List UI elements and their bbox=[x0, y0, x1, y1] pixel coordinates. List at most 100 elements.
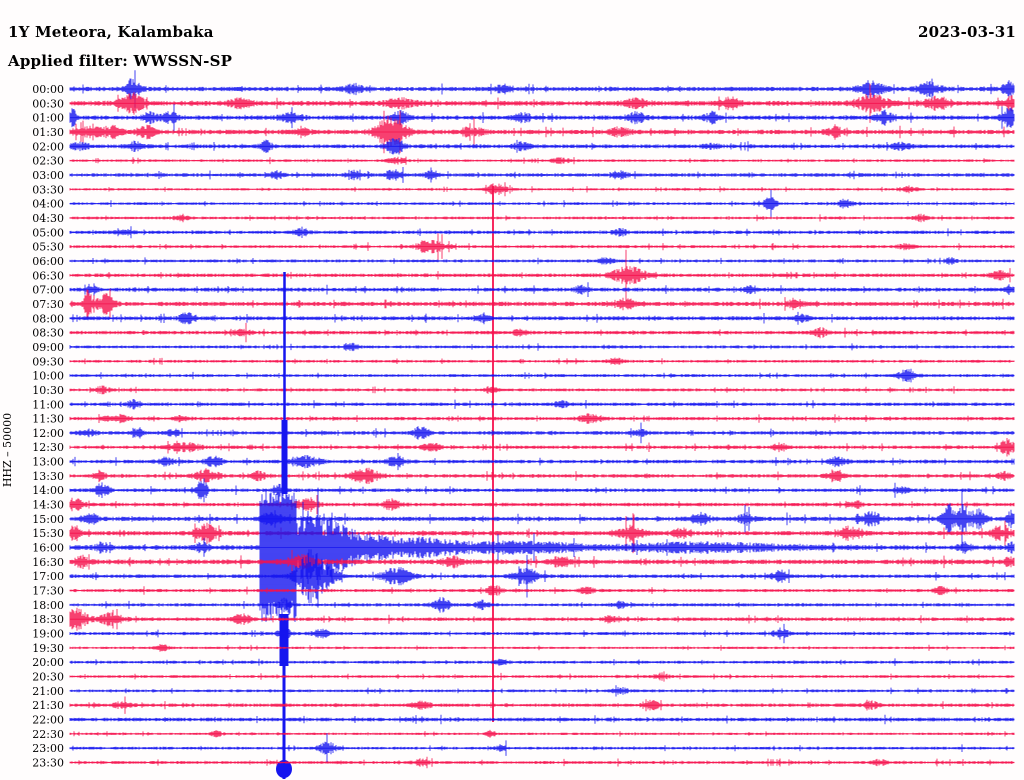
seismogram-trace-08:00 bbox=[69, 311, 1015, 325]
seismogram-trace-20:00 bbox=[69, 658, 1015, 666]
time-label: 12:00 bbox=[32, 427, 64, 440]
time-label: 16:00 bbox=[32, 542, 64, 555]
seismogram-trace-12:30 bbox=[69, 438, 1015, 457]
time-label: 07:00 bbox=[32, 284, 64, 297]
seismogram-trace-17:30 bbox=[69, 585, 1015, 596]
time-label: 01:30 bbox=[32, 126, 64, 139]
time-label: 14:30 bbox=[32, 499, 64, 512]
filter-label: Applied filter: WWSSN-SP bbox=[7, 52, 232, 70]
seismogram-trace-17:00 bbox=[69, 549, 1015, 604]
time-label: 05:30 bbox=[32, 241, 64, 254]
time-label: 08:00 bbox=[32, 312, 64, 325]
time-label: 23:30 bbox=[32, 757, 64, 770]
seismogram-trace-10:00 bbox=[69, 368, 1015, 383]
time-label: 21:00 bbox=[32, 685, 64, 698]
time-label: 10:00 bbox=[32, 370, 64, 383]
seismogram-trace-21:00 bbox=[69, 685, 1015, 697]
seismogram-trace-03:30 bbox=[69, 182, 1015, 197]
time-label: 09:00 bbox=[32, 341, 64, 354]
time-label: 00:00 bbox=[32, 83, 64, 96]
time-label: 01:00 bbox=[32, 112, 64, 125]
seismogram-trace-10:30 bbox=[69, 385, 1015, 395]
time-label: 13:00 bbox=[32, 456, 64, 469]
time-label: 08:30 bbox=[32, 327, 64, 340]
time-label: 06:30 bbox=[32, 269, 64, 282]
seismogram-trace-16:30 bbox=[69, 550, 1015, 574]
seismogram-trace-02:00 bbox=[69, 138, 1015, 155]
seismogram-trace-01:30 bbox=[69, 110, 1015, 154]
seismogram-trace-07:30 bbox=[69, 289, 1015, 319]
time-label: 05:00 bbox=[32, 226, 64, 239]
time-label: 20:00 bbox=[32, 656, 64, 669]
seismogram-trace-00:00 bbox=[69, 70, 1015, 108]
seismogram-trace-05:00 bbox=[69, 226, 1015, 239]
station-title: 1Y Meteora, Kalambaka bbox=[8, 23, 214, 41]
seismogram-trace-03:00 bbox=[69, 167, 1015, 183]
time-label: 17:00 bbox=[32, 570, 64, 583]
time-label: 17:30 bbox=[32, 585, 64, 598]
seismogram-trace-20:30 bbox=[69, 671, 1015, 682]
time-label: 04:00 bbox=[32, 198, 64, 211]
time-label: 19:00 bbox=[32, 628, 64, 641]
time-label: 02:30 bbox=[32, 155, 64, 168]
time-label: 14:00 bbox=[32, 484, 64, 497]
time-label: 21:30 bbox=[32, 699, 64, 712]
seismogram-trace-18:00 bbox=[69, 597, 1015, 613]
time-label: 15:00 bbox=[32, 513, 64, 526]
time-label: 11:30 bbox=[32, 413, 64, 426]
seismogram-trace-22:30 bbox=[69, 729, 1015, 738]
time-label: 18:00 bbox=[32, 599, 64, 612]
time-label: 22:00 bbox=[32, 714, 64, 727]
seismogram-trace-14:00 bbox=[69, 478, 1015, 503]
time-label: 12:30 bbox=[32, 441, 64, 454]
time-label: 16:30 bbox=[32, 556, 64, 569]
seismogram-trace-07:00 bbox=[69, 282, 1015, 297]
seismogram-trace-11:30 bbox=[69, 413, 1015, 424]
seismogram-trace-08:30 bbox=[69, 322, 1015, 343]
seismogram-trace-16:00 bbox=[69, 487, 1015, 622]
spike-terminus-blob bbox=[276, 760, 292, 778]
time-label: 13:30 bbox=[32, 470, 64, 483]
seismogram-trace-11:00 bbox=[69, 399, 1015, 410]
time-label: 02:00 bbox=[32, 140, 64, 153]
seismogram-trace-06:30 bbox=[69, 249, 1015, 301]
seismogram-trace-23:00 bbox=[69, 733, 1015, 763]
seismogram-trace-13:00 bbox=[69, 453, 1015, 471]
time-label: 00:30 bbox=[32, 97, 64, 110]
seismogram-trace-09:00 bbox=[69, 342, 1015, 352]
seismogram-trace-18:30 bbox=[69, 607, 1015, 631]
seismogram-trace-09:30 bbox=[69, 357, 1015, 365]
time-label: 07:30 bbox=[32, 298, 64, 311]
seismogram-trace-13:30 bbox=[69, 467, 1015, 484]
seismogram-trace-23:30 bbox=[69, 756, 1015, 769]
date-label: 2023-03-31 bbox=[918, 23, 1016, 41]
time-label: 11:00 bbox=[32, 398, 64, 411]
time-label: 03:00 bbox=[32, 169, 64, 182]
time-label: 09:30 bbox=[32, 355, 64, 368]
seismogram-trace-19:00 bbox=[69, 623, 1015, 644]
time-label: 03:30 bbox=[32, 183, 64, 196]
seismogram-trace-06:00 bbox=[69, 257, 1015, 265]
time-label: 23:00 bbox=[32, 742, 64, 755]
time-label: 06:00 bbox=[32, 255, 64, 268]
seismogram-trace-04:30 bbox=[69, 213, 1015, 223]
seismogram-trace-05:30 bbox=[69, 233, 1015, 260]
trace-rows bbox=[69, 70, 1015, 779]
seismogram-trace-00:30 bbox=[69, 83, 1015, 123]
time-label: 20:30 bbox=[32, 671, 64, 684]
time-label: 19:30 bbox=[32, 642, 64, 655]
seismogram-trace-21:30 bbox=[69, 696, 1015, 714]
seismogram-trace-12:00 bbox=[69, 422, 1015, 444]
time-label: 18:30 bbox=[32, 613, 64, 626]
seismogram-trace-19:30 bbox=[69, 644, 1015, 652]
seismogram-trace-22:00 bbox=[69, 714, 1015, 725]
seismogram-trace-14:30 bbox=[69, 495, 1015, 515]
time-label: 04:30 bbox=[32, 212, 64, 225]
time-label: 10:30 bbox=[32, 384, 64, 397]
time-label: 22:30 bbox=[32, 728, 64, 741]
seismogram-trace-02:30 bbox=[69, 156, 1015, 165]
seismogram-trace-04:00 bbox=[69, 189, 1015, 218]
